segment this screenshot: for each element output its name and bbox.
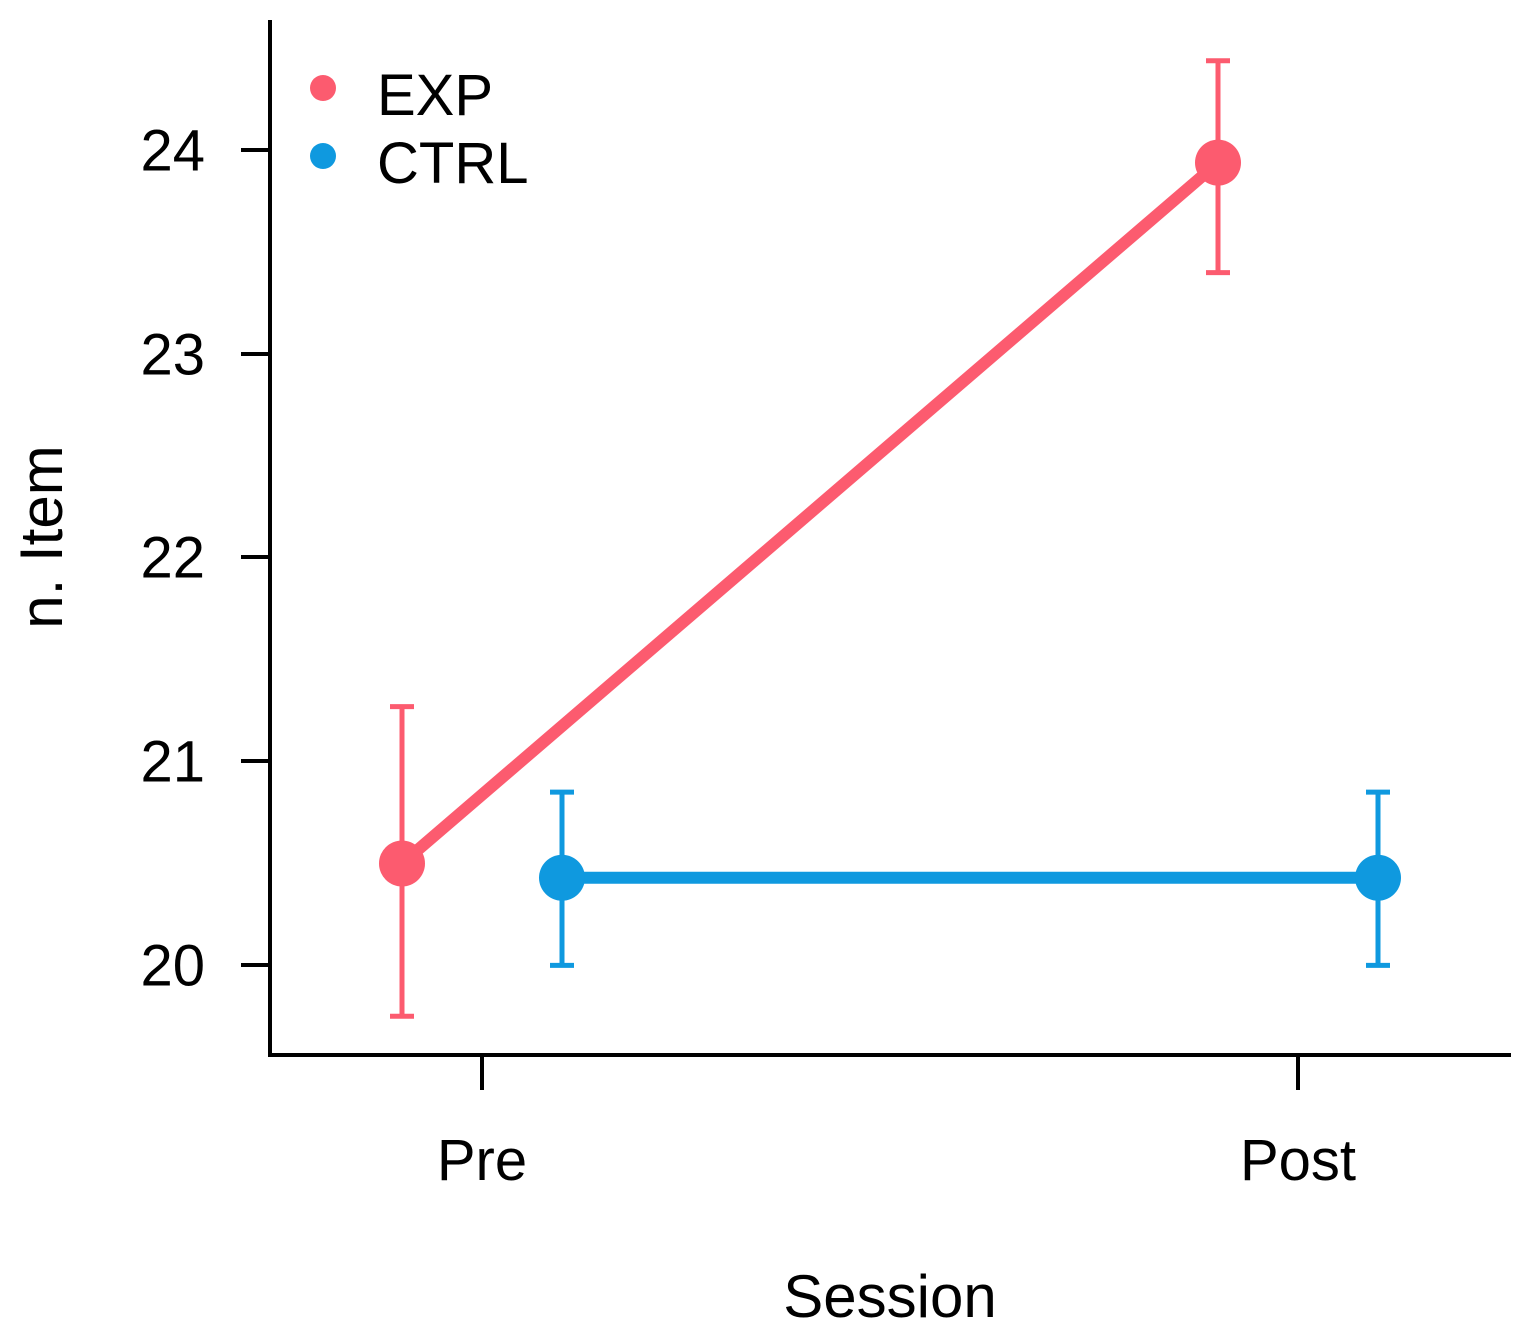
legend-label-ctrl: CTRL <box>377 131 528 196</box>
y-tick-label: 24 <box>140 118 205 183</box>
data-point-ctrl-post <box>1355 854 1401 901</box>
x-axis-title: Session <box>783 1263 996 1330</box>
series-ctrl <box>539 789 1401 968</box>
series-exp <box>379 58 1241 1019</box>
legend-label-exp: EXP <box>377 63 493 128</box>
data-point-exp-post <box>1195 139 1241 186</box>
y-tick-label: 22 <box>140 525 205 590</box>
series-layer <box>379 58 1401 1019</box>
y-tick-label: 20 <box>140 933 205 998</box>
legend-marker-exp <box>310 75 336 101</box>
y-axis-title: n. Item <box>8 445 75 628</box>
series-line-exp <box>398 158 1222 869</box>
legend-markers <box>310 75 336 169</box>
legend-marker-ctrl <box>310 143 336 169</box>
x-tick-label-pre: Pre <box>437 1128 527 1193</box>
x-axis-ticks <box>480 1055 1300 1090</box>
legend: EXP CTRL <box>310 63 528 196</box>
data-point-exp-pre <box>379 840 425 887</box>
y-tick-label: 23 <box>140 322 205 387</box>
axis-lines <box>268 20 1511 1057</box>
x-tick-label-post: Post <box>1240 1128 1356 1193</box>
y-tick-label: 21 <box>140 729 205 794</box>
data-point-ctrl-pre <box>539 854 585 901</box>
y-axis-ticks <box>241 148 270 967</box>
